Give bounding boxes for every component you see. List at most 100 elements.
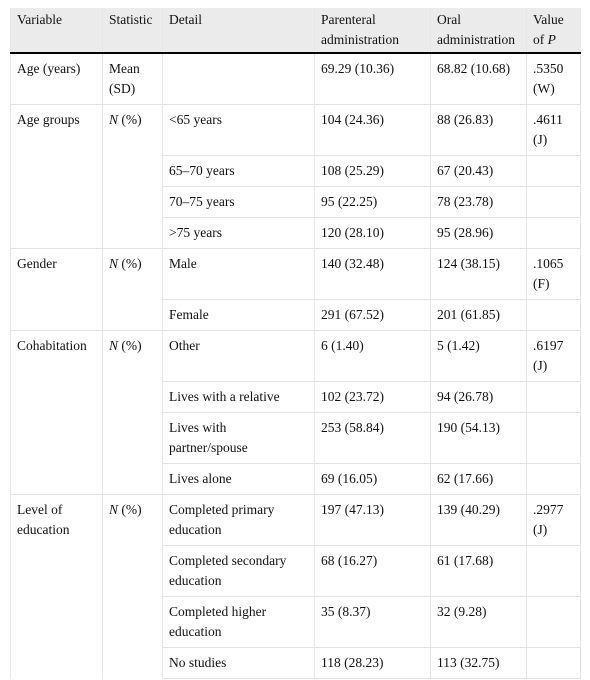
parenteral-cell: 69.29 (10.36)	[314, 52, 431, 105]
table-row: >75 years 120 (28.10) 95 (28.96)	[11, 217, 581, 249]
oral-cell: 94 (26.78)	[430, 381, 527, 413]
statistic-cell: N (%)	[102, 104, 163, 249]
table-row: 70–75 years 95 (22.25) 78 (23.78)	[11, 186, 581, 218]
data-table: Variable Statistic Detail Parenteral admini…	[10, 8, 581, 679]
table-row: Gender N (%) Male 140 (32.48) 124 (38.15) .10…	[10, 248, 581, 331]
variable-cell: Gender	[10, 248, 103, 331]
p-cell	[526, 412, 581, 464]
statistic-cell: N (%)	[102, 494, 163, 679]
detail-cell: Female	[162, 299, 315, 331]
parenteral-cell: 291 (67.52)	[314, 299, 431, 331]
oral-cell: 190 (54.13)	[430, 412, 527, 464]
statistic-text: (%)	[121, 112, 142, 127]
parenteral-cell: 69 (16.05)	[314, 463, 431, 495]
table-row: Female 291 (67.52) 201 (61.85)	[11, 299, 581, 331]
table-row: No studies 118 (28.23) 113 (32.75)	[11, 647, 581, 679]
header-row: Variable Statistic Detail Parenteral admini…	[10, 8, 581, 54]
p-cell	[526, 381, 581, 413]
p-cell: .1065 (F)	[526, 248, 581, 300]
oral-cell: 78 (23.78)	[430, 186, 527, 218]
oral-cell: 62 (17.66)	[430, 463, 527, 495]
p-cell	[526, 463, 581, 495]
statistic-cell: N (%)	[102, 248, 163, 331]
detail-cell: 70–75 years	[162, 186, 315, 218]
detail-cell: Other	[162, 330, 315, 382]
oral-cell: 61 (17.68)	[430, 545, 527, 597]
oral-cell: 32 (9.28)	[430, 596, 527, 648]
oral-cell: 124 (38.15)	[430, 248, 527, 300]
detail-cell	[162, 52, 315, 105]
p-cell	[526, 299, 581, 331]
oral-cell: 113 (32.75)	[430, 647, 527, 679]
column-header: Statistic	[102, 8, 163, 54]
table-row: Level of education N (%) Completed primary…	[10, 494, 581, 679]
parenteral-cell: 68 (16.27)	[314, 545, 431, 597]
parenteral-cell: 95 (22.25)	[314, 186, 431, 218]
header-italic: P	[547, 32, 556, 47]
parenteral-cell: 104 (24.36)	[314, 104, 431, 156]
variable-cell: Age groups	[10, 104, 103, 249]
detail-cell: >75 years	[162, 217, 315, 249]
detail-cell: Lives with partner/spouse	[162, 412, 315, 464]
p-cell: .2977 (J)	[526, 494, 581, 546]
column-header: Detail	[162, 8, 315, 54]
variable-cell: Age (years)	[10, 52, 103, 105]
table-row: Age (years) Mean (SD) 69.29 (10.36) 68.82 (…	[10, 52, 581, 105]
detail-cell: Male	[162, 248, 315, 300]
detail-cell: 65–70 years	[162, 155, 315, 187]
parenteral-cell: 102 (23.72)	[314, 381, 431, 413]
table-body: Age (years) Mean (SD) 69.29 (10.36) 68.82 (…	[10, 52, 581, 679]
statistic-cell: Mean (SD)	[102, 52, 163, 105]
parenteral-cell: 6 (1.40)	[314, 330, 431, 382]
statistic-italic: N	[109, 502, 119, 517]
detail-cell: Lives alone	[162, 463, 315, 495]
table-row: Age groups N (%) <65 years 104 (24.36) 88 (2…	[10, 104, 581, 249]
detail-cell: Completed primary education	[162, 494, 315, 546]
oral-cell: 201 (61.85)	[430, 299, 527, 331]
oral-cell: 67 (20.43)	[430, 155, 527, 187]
p-cell	[526, 647, 581, 679]
statistic-text: (%)	[121, 256, 142, 271]
column-header: Parenteral administration	[314, 8, 431, 54]
detail-cell: Completed secondary education	[162, 545, 315, 597]
oral-cell: 68.82 (10.68)	[430, 52, 527, 105]
parenteral-cell: 108 (25.29)	[314, 155, 431, 187]
table-row: Completed higher education 35 (8.37) 32 (9…	[11, 596, 581, 648]
detail-cell: Lives with a relative	[162, 381, 315, 413]
oral-cell: 139 (40.29)	[430, 494, 527, 546]
p-cell	[526, 155, 581, 187]
table-row: Completed secondary education 68 (16.27) 6…	[11, 545, 581, 597]
oral-cell: 5 (1.42)	[430, 330, 527, 382]
p-cell	[526, 545, 581, 597]
oral-cell: 95 (28.96)	[430, 217, 527, 249]
detail-cell: No studies	[162, 647, 315, 679]
statistic-italic: N	[109, 112, 119, 127]
statistic-text: Mean (SD)	[109, 61, 140, 96]
p-cell: .4611 (J)	[526, 104, 581, 156]
parenteral-cell: 140 (32.48)	[314, 248, 431, 300]
table-row: 65–70 years 108 (25.29) 67 (20.43)	[11, 155, 581, 187]
statistic-text: (%)	[121, 338, 142, 353]
parenteral-cell: 253 (58.84)	[314, 412, 431, 464]
table-row: Lives with partner/spouse 253 (58.84) 190 …	[11, 412, 581, 464]
statistic-text: (%)	[121, 502, 142, 517]
statistic-cell: N (%)	[102, 330, 163, 495]
variable-cell: Cohabitation	[10, 330, 103, 495]
table-row: Cohabitation N (%) Other 6 (1.40) 5 (1.42) .6…	[10, 330, 581, 495]
detail-cell: <65 years	[162, 104, 315, 156]
column-header: Value of P	[526, 8, 581, 54]
detail-cell: Completed higher education	[162, 596, 315, 648]
p-cell: .6197 (J)	[526, 330, 581, 382]
p-cell: .5350 (W)	[526, 52, 581, 105]
table-row: Lives with a relative 102 (23.72) 94 (26.7…	[11, 381, 581, 413]
oral-cell: 88 (26.83)	[430, 104, 527, 156]
p-cell	[526, 186, 581, 218]
column-header: Variable	[10, 8, 103, 54]
parenteral-cell: 35 (8.37)	[314, 596, 431, 648]
variable-cell: Level of education	[10, 494, 103, 679]
table-row: Lives alone 69 (16.05) 62 (17.66)	[11, 463, 581, 495]
p-cell	[526, 217, 581, 249]
statistic-italic: N	[109, 338, 119, 353]
parenteral-cell: 118 (28.23)	[314, 647, 431, 679]
